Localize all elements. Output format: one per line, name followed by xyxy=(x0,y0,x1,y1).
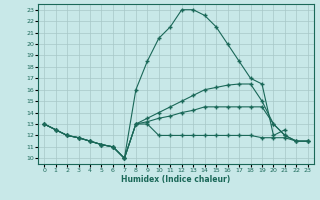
X-axis label: Humidex (Indice chaleur): Humidex (Indice chaleur) xyxy=(121,175,231,184)
